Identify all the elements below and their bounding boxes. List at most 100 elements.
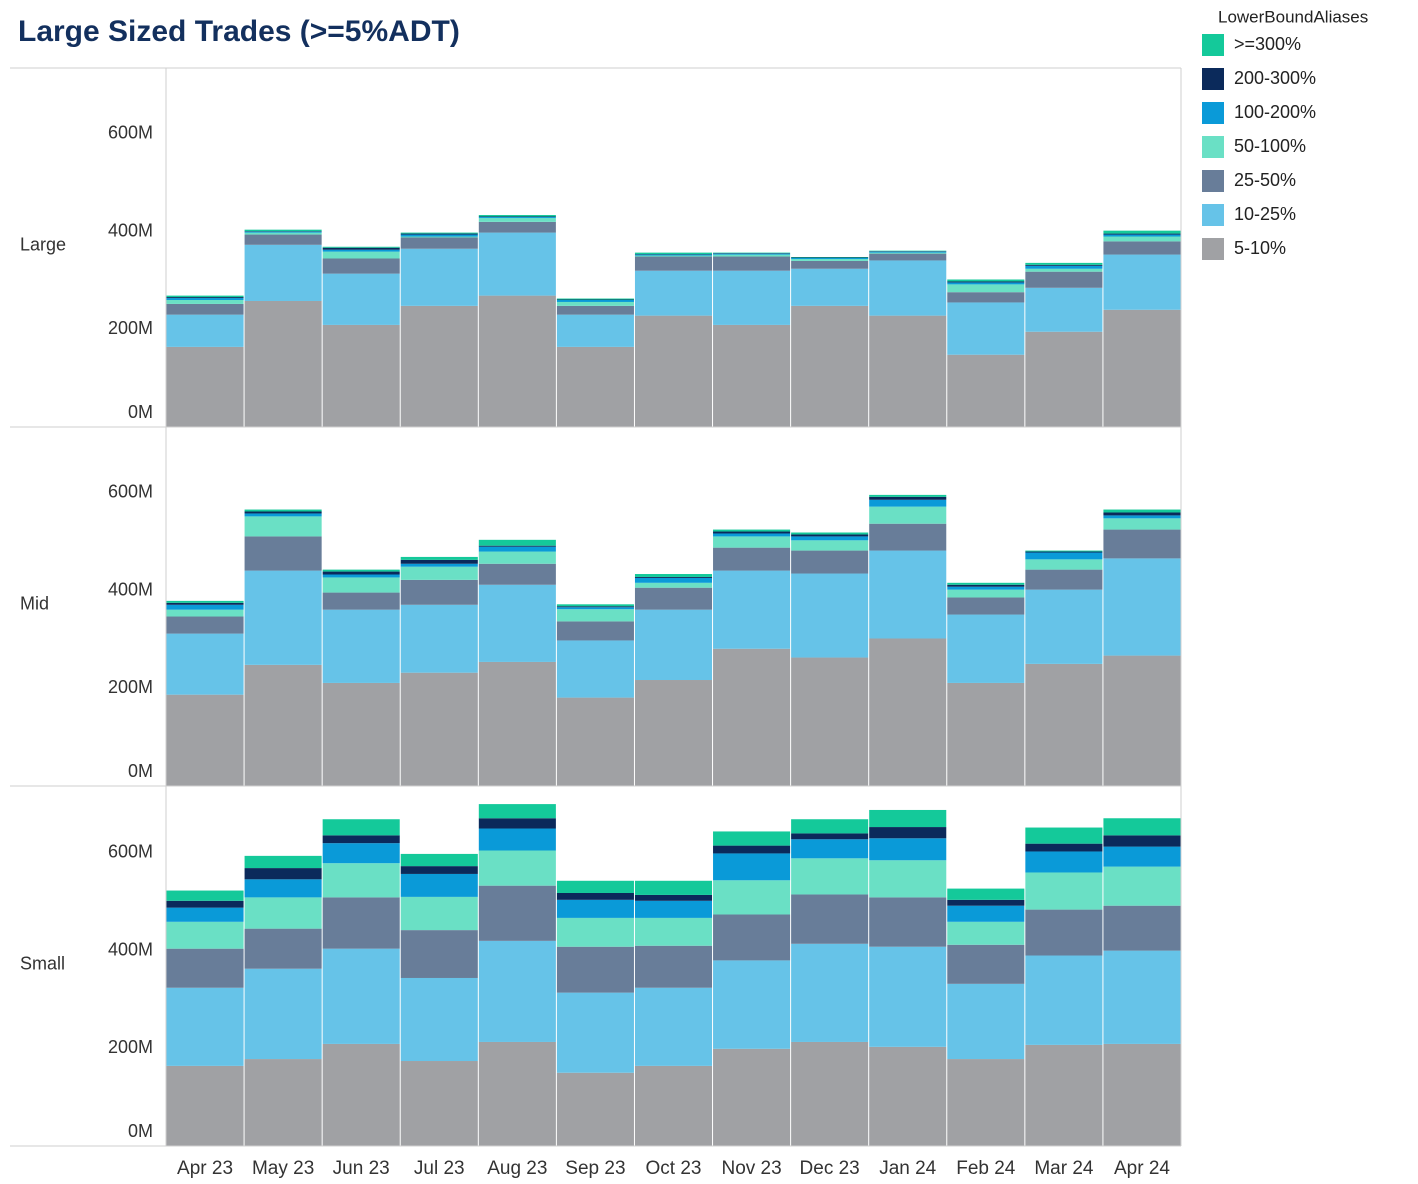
bar-segment	[478, 584, 556, 662]
bar-segment	[400, 977, 478, 1062]
legend-swatch	[1202, 204, 1224, 226]
bar-segment	[166, 616, 244, 634]
bar-segment	[478, 940, 556, 1042]
bar-segment	[1103, 518, 1181, 530]
x-tick-label: Sep 23	[565, 1158, 625, 1179]
bar-segment	[869, 550, 947, 639]
bar-segment	[478, 216, 556, 218]
y-tick-label: 600M	[108, 123, 153, 143]
bar-segment	[244, 868, 322, 880]
bar-segment	[634, 576, 713, 578]
bar-segment	[400, 232, 478, 234]
bar-segment	[400, 873, 478, 897]
bar-segment	[478, 295, 556, 427]
bar-segment	[478, 818, 556, 829]
bar-segment	[556, 946, 634, 993]
bar-segment	[791, 534, 869, 537]
bar-segment	[947, 584, 1025, 587]
bar-segment	[478, 221, 556, 233]
bar-segment	[166, 295, 244, 298]
bar-segment	[322, 835, 400, 844]
bar-segment	[1103, 509, 1181, 513]
bar-segment	[556, 697, 634, 786]
bar-segment	[556, 899, 634, 918]
bar-segment	[713, 324, 791, 427]
bar-segment	[244, 229, 322, 232]
bar-segment	[556, 606, 634, 608]
y-tick-label: 600M	[108, 482, 153, 502]
bar-segment	[166, 900, 244, 908]
bar-segment	[869, 253, 947, 261]
bar-segment	[400, 237, 478, 249]
x-tick-label: Oct 23	[646, 1158, 702, 1179]
bar-segment	[322, 948, 400, 1044]
bar-segment	[400, 559, 478, 564]
bar-segment	[166, 314, 244, 347]
bar-segment	[556, 298, 634, 300]
bar-segment	[478, 551, 556, 564]
bar-segment	[791, 833, 869, 840]
bar-segment	[713, 256, 791, 271]
bar-segment	[791, 819, 869, 834]
bar-segment	[713, 529, 791, 532]
bar-segment	[1025, 552, 1103, 560]
bar-segment	[947, 281, 1025, 283]
bar-segment	[400, 930, 478, 978]
legend-label: 10-25%	[1234, 204, 1296, 224]
bar-segment	[947, 586, 1025, 590]
bar-segment	[322, 682, 400, 786]
x-tick-label: Mar 24	[1034, 1158, 1094, 1179]
legend-swatch	[1202, 68, 1224, 90]
bar-segment	[1025, 287, 1103, 332]
bar-segment	[400, 233, 478, 235]
bar-segment	[166, 300, 244, 304]
bar-segment	[713, 960, 791, 1049]
bar-segment	[947, 597, 1025, 615]
bar-segment	[478, 850, 556, 886]
bar-segment	[1025, 851, 1103, 873]
bar-segment	[869, 506, 947, 524]
bar-segment	[1025, 265, 1103, 269]
bar-segment	[478, 885, 556, 941]
bar-segment	[244, 928, 322, 969]
bar-segment	[166, 633, 244, 695]
bar-segment	[400, 604, 478, 673]
bar-segment	[634, 880, 713, 895]
bar-segment	[947, 983, 1025, 1060]
x-tick-label: Apr 24	[1114, 1158, 1170, 1179]
bar-segment	[791, 550, 869, 574]
legend-swatch	[1202, 136, 1224, 158]
bar-segment	[1025, 589, 1103, 664]
bar-segment	[713, 533, 791, 537]
bar-segment	[713, 531, 791, 534]
bar-segment	[166, 604, 244, 610]
bar-segment	[869, 499, 947, 507]
y-tick-label: 0M	[128, 761, 153, 781]
y-tick-label: 0M	[128, 1121, 153, 1141]
bar-segment	[869, 897, 947, 947]
y-tick-label: 400M	[108, 220, 153, 240]
panel-label: Large	[20, 234, 66, 254]
bar-segment	[1025, 1044, 1103, 1146]
bar-segment	[713, 547, 791, 571]
bar-segment	[634, 315, 713, 427]
bar-segment	[322, 897, 400, 949]
bar-segment	[322, 592, 400, 610]
bar-segment	[869, 260, 947, 316]
bar-segment	[478, 804, 556, 819]
y-tick-label: 200M	[108, 318, 153, 338]
bar-segment	[791, 540, 869, 551]
bar-segment	[947, 282, 1025, 285]
y-tick-label: 600M	[108, 842, 153, 862]
bar-segment	[869, 496, 947, 500]
bar-segment	[556, 346, 634, 427]
bar-segment	[166, 1065, 244, 1146]
bar-segment	[244, 516, 322, 537]
bar-segment	[869, 315, 947, 427]
bar-segment	[791, 573, 869, 658]
bar-segment	[322, 577, 400, 593]
bar-segment	[400, 305, 478, 427]
legend-label: 200-300%	[1234, 68, 1316, 88]
bar-segment	[166, 921, 244, 949]
